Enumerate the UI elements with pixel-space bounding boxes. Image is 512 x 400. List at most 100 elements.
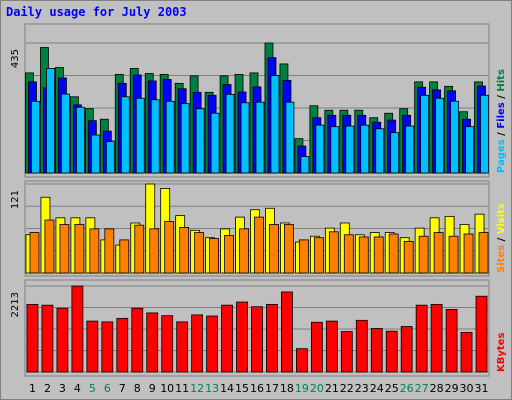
bar-kbytes-day-28 <box>430 303 443 373</box>
bar-kbytes-day-2 <box>41 304 54 373</box>
bar-sites-day-5 <box>89 228 100 274</box>
day-label-7: 7 <box>119 382 126 395</box>
day-label-2: 2 <box>44 382 51 395</box>
bar-kbytes-day-16 <box>251 306 263 373</box>
bar-kbytes-day-24 <box>370 328 383 373</box>
bar-pages-day-10 <box>165 100 175 174</box>
bar-pages-day-11 <box>180 103 190 174</box>
bar-pages-day-21 <box>330 126 340 174</box>
day-label-1: 1 <box>29 382 36 395</box>
bar-pages-day-15 <box>240 102 250 174</box>
day-label-9: 9 <box>149 382 156 395</box>
day-label-26: 26 <box>400 382 414 395</box>
bar-kbytes-day-22 <box>340 331 353 373</box>
bar-sites-day-17 <box>269 224 279 274</box>
bar-kbytes-day-15 <box>236 301 248 373</box>
day-label-28: 28 <box>430 382 444 395</box>
bar-kbytes-day-21 <box>325 320 338 373</box>
bar-sites-day-11 <box>179 226 190 274</box>
bar-sites-day-9 <box>149 228 160 274</box>
day-label-11: 11 <box>175 382 189 395</box>
day-label-6: 6 <box>104 382 111 395</box>
bar-kbytes-day-8 <box>131 307 144 373</box>
day-label-29: 29 <box>445 382 459 395</box>
bar-pages-day-1 <box>31 100 40 174</box>
bar-sites-day-8 <box>134 224 145 274</box>
bar-pages-day-7 <box>120 96 130 174</box>
hits-files-pages-legend: Pages / Files / Hits <box>496 69 507 173</box>
bar-pages-day-30 <box>465 126 474 174</box>
bar-sites-day-15 <box>239 228 249 274</box>
visits-sites-legend: Sites / Visits <box>496 203 507 273</box>
bar-sites-day-14 <box>224 235 234 274</box>
bar-kbytes-day-31 <box>475 295 488 373</box>
bar-kbytes-day-19 <box>296 348 308 373</box>
day-label-15: 15 <box>235 382 249 395</box>
legend-files: Files <box>496 102 507 128</box>
day-label-14: 14 <box>220 382 234 395</box>
bar-pages-day-6 <box>105 141 115 174</box>
visits-sites-ymax-label: 121 <box>10 190 21 209</box>
bar-pages-day-9 <box>150 99 160 174</box>
bar-pages-day-12 <box>195 108 205 174</box>
bar-kbytes-day-4 <box>71 285 84 373</box>
bar-pages-day-28 <box>435 97 445 174</box>
bar-kbytes-day-27 <box>415 304 428 373</box>
bar-pages-day-13 <box>210 112 220 174</box>
bar-kbytes-day-1 <box>26 303 39 373</box>
bar-sites-day-1 <box>29 232 40 274</box>
bar-kbytes-day-10 <box>161 315 174 373</box>
bar-sites-day-19 <box>299 239 309 274</box>
bar-sites-day-3 <box>59 224 70 274</box>
bar-kbytes-day-20 <box>310 321 323 373</box>
bar-pages-day-4 <box>75 106 85 174</box>
bar-pages-day-22 <box>345 125 355 174</box>
bar-pages-day-3 <box>61 93 70 174</box>
bar-sites-day-23 <box>358 236 369 274</box>
bar-kbytes-day-11 <box>176 321 189 373</box>
legend-separator: / <box>496 129 507 140</box>
legend-separator: / <box>496 92 507 103</box>
day-label-31: 31 <box>475 382 489 395</box>
legend-pages: Pages <box>496 139 507 173</box>
day-label-4: 4 <box>74 382 81 395</box>
day-label-20: 20 <box>310 382 324 395</box>
bar-pages-day-16 <box>255 101 265 174</box>
bar-kbytes-day-7 <box>116 317 129 373</box>
day-label-18: 18 <box>280 382 294 395</box>
bar-kbytes-day-29 <box>445 309 458 373</box>
bar-kbytes-day-14 <box>221 304 233 373</box>
bar-sites-day-26 <box>403 240 414 274</box>
day-label-13: 13 <box>205 382 219 395</box>
bar-kbytes-day-12 <box>191 314 204 373</box>
bar-pages-day-14 <box>225 94 235 174</box>
bar-sites-day-10 <box>164 221 175 274</box>
bar-sites-day-18 <box>284 224 294 274</box>
bar-sites-day-29 <box>448 235 459 274</box>
bar-pages-day-24 <box>375 128 385 174</box>
bar-pages-day-25 <box>390 132 400 174</box>
bar-sites-day-24 <box>373 236 384 274</box>
kbytes-legend: KBytes <box>496 333 507 372</box>
day-label-25: 25 <box>385 382 399 395</box>
legend-hits: Hits <box>496 69 507 92</box>
bar-pages-day-23 <box>360 124 370 174</box>
legend-kbytes: KBytes <box>496 333 507 372</box>
bar-kbytes-day-26 <box>400 326 413 373</box>
bar-kbytes-day-18 <box>281 291 293 373</box>
bar-sites-day-12 <box>194 232 205 274</box>
bar-kbytes-day-30 <box>460 331 473 373</box>
bar-kbytes-day-13 <box>206 315 218 373</box>
bar-pages-day-17 <box>270 75 280 174</box>
bar-sites-day-2 <box>44 219 55 274</box>
bar-pages-day-31 <box>480 94 489 174</box>
day-label-17: 17 <box>265 382 279 395</box>
day-label-5: 5 <box>89 382 96 395</box>
bar-pages-day-5 <box>90 134 100 174</box>
bar-pages-day-8 <box>135 97 145 174</box>
legend-visits: Visits <box>496 203 507 234</box>
bar-sites-day-13 <box>209 238 219 274</box>
day-label-16: 16 <box>250 382 264 395</box>
bar-pages-day-20 <box>315 124 325 174</box>
